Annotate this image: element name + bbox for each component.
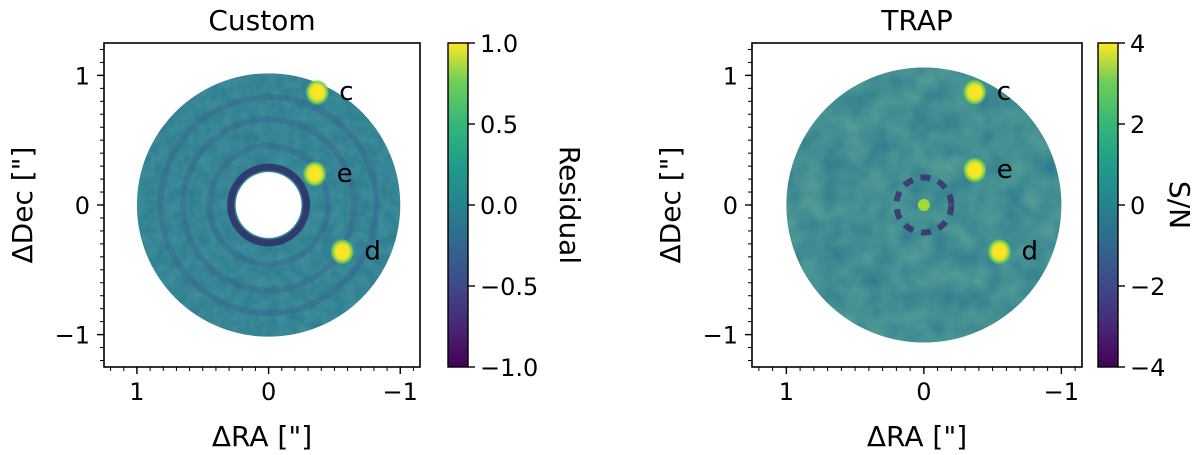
y-tick-label: 1 <box>75 62 90 90</box>
speckle-ring <box>206 142 331 268</box>
source-label-e: e <box>997 155 1013 185</box>
panel-1: c e d 1 0 −1 −1 0 1 TRAP ΔRA ["] ΔDec ["] 4 2 0 −2 −4 S/N <box>654 4 1196 453</box>
x-tick-label: 1 <box>779 378 794 406</box>
colorbar-tick-label: −4 <box>1130 354 1165 382</box>
colorbar <box>1097 42 1119 368</box>
colorbar-tick-label: −2 <box>1130 273 1165 301</box>
source-c <box>962 79 987 106</box>
source-label-d: d <box>1022 237 1039 267</box>
colorbar-tick-label: 2 <box>1130 111 1145 139</box>
colorbar-tick-label: 4 <box>1130 30 1145 58</box>
colorbar-tick-label: 1.0 <box>480 30 518 58</box>
panels: c e d 1 0 −1 −1 0 1 Custom ΔRA ["] ΔDec ["] 1.0 0.5 0.… <box>6 4 1196 453</box>
y-tick-label: −1 <box>703 322 738 350</box>
x-tick-label: −1 <box>1044 378 1079 406</box>
y-axis-label: ΔDec ["] <box>654 147 687 264</box>
x-tick-label: 1 <box>129 378 144 406</box>
image-field <box>136 73 401 337</box>
y-tick-label: 0 <box>723 192 738 220</box>
source-e <box>962 157 987 184</box>
y-tick-label: 1 <box>723 62 738 90</box>
coronagraph-mask <box>235 172 302 238</box>
field-noise <box>786 67 1062 343</box>
source-label-c: c <box>339 77 353 107</box>
colorbar-tick-label: −0.5 <box>480 273 538 301</box>
y-axis-label: ΔDec ["] <box>6 147 39 264</box>
source-label-d: d <box>364 237 381 267</box>
panel-0: c e d 1 0 −1 −1 0 1 Custom ΔRA ["] ΔDec ["] 1.0 0.5 0.… <box>6 4 586 453</box>
source-label-e: e <box>337 159 353 189</box>
speckle-ring <box>180 116 358 294</box>
source-d <box>330 238 355 265</box>
colorbar-tick-label: −1.0 <box>480 354 538 382</box>
colorbar <box>447 42 469 368</box>
y-tick-label: 0 <box>75 192 90 220</box>
x-tick-label: 0 <box>916 378 931 406</box>
speckle-ring <box>157 94 380 316</box>
panel-title: Custom <box>208 4 315 37</box>
colorbar-label: Residual <box>553 146 586 264</box>
source-e <box>302 160 327 187</box>
image-field <box>786 67 1062 343</box>
central-residual <box>893 174 955 236</box>
panel-title: TRAP <box>880 4 952 37</box>
colorbar-label: S/N <box>1163 181 1196 229</box>
x-axis-label: ΔRA ["] <box>212 420 312 453</box>
colorbar-tick-label: 0.0 <box>480 192 518 220</box>
y-tick-label: −1 <box>55 322 90 350</box>
x-tick-label: 0 <box>261 378 276 406</box>
x-tick-label: −1 <box>383 378 418 406</box>
colorbar-tick-label: 0.5 <box>480 111 518 139</box>
central-peak <box>917 199 930 211</box>
source-c <box>305 79 330 106</box>
inner-residual-ring <box>227 163 311 247</box>
source-d <box>987 238 1012 265</box>
x-axis-label: ΔRA ["] <box>867 420 967 453</box>
colorbar-tick-label: 0 <box>1130 192 1145 220</box>
source-label-c: c <box>997 77 1011 107</box>
